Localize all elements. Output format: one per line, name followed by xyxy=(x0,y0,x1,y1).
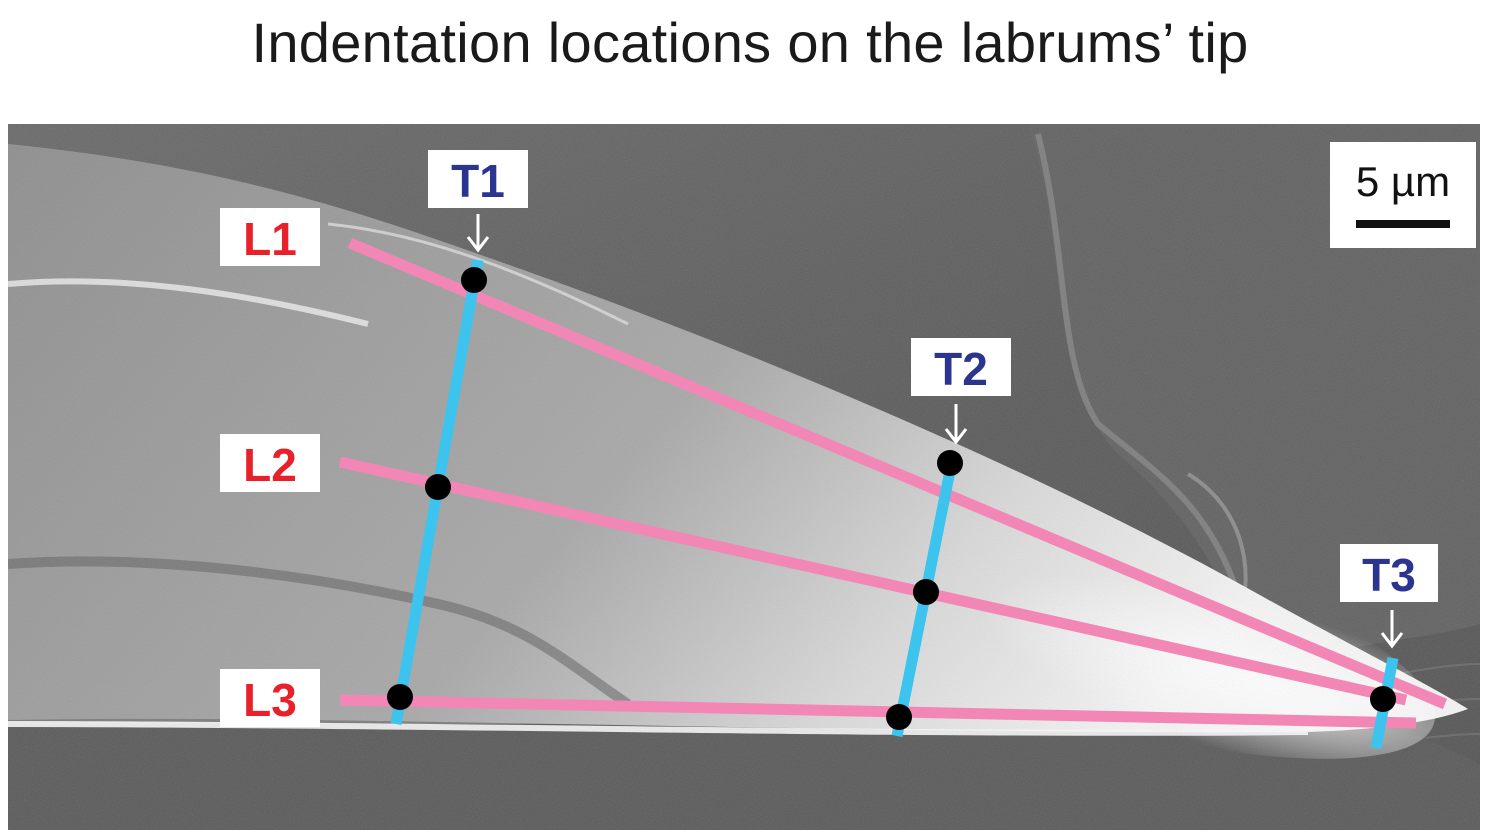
line-l2 xyxy=(338,456,1408,706)
label-l2: L2 xyxy=(220,434,320,492)
svg-text:L2: L2 xyxy=(243,439,297,491)
label-t2: T2 xyxy=(911,338,1011,396)
svg-text:T3: T3 xyxy=(1362,549,1416,601)
indentation-point xyxy=(461,267,487,293)
sem-micrograph: L1 L2 L3 T1 T2 T3 5 µm xyxy=(8,124,1480,830)
indentation-point xyxy=(886,704,912,730)
longitudinal-lines xyxy=(338,237,1448,729)
label-l1: L1 xyxy=(220,208,320,266)
line-l3 xyxy=(339,694,1417,729)
arrow-t2 xyxy=(944,404,968,445)
svg-text:T2: T2 xyxy=(934,343,988,395)
scale-bar-label: 5 µm xyxy=(1356,158,1450,205)
label-t3: T3 xyxy=(1340,544,1438,602)
svg-text:L1: L1 xyxy=(243,213,297,265)
indentation-point xyxy=(387,684,413,710)
figure-title: Indentation locations on the labrums’ ti… xyxy=(251,11,1249,74)
label-l3: L3 xyxy=(220,669,320,727)
indentation-point xyxy=(425,474,451,500)
svg-text:L3: L3 xyxy=(243,674,297,726)
scale-bar-line xyxy=(1356,220,1450,228)
scale-bar: 5 µm xyxy=(1330,142,1476,248)
arrow-t1 xyxy=(466,214,490,253)
indentation-point xyxy=(913,579,939,605)
indentation-point xyxy=(937,450,963,476)
line-l1 xyxy=(347,237,1448,710)
indentation-points xyxy=(387,267,1396,730)
arrow-t3 xyxy=(1380,610,1404,649)
indentation-point xyxy=(1370,686,1396,712)
svg-text:T1: T1 xyxy=(451,155,505,207)
label-t1: T1 xyxy=(428,150,528,208)
